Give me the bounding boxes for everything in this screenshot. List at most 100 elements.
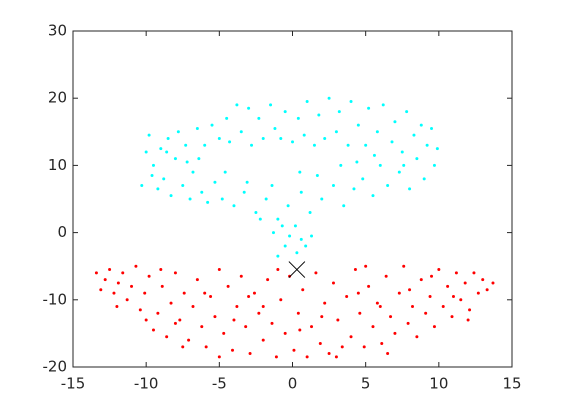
point — [384, 274, 388, 278]
point — [271, 231, 275, 235]
x-tick-label: 5 — [361, 375, 371, 393]
point — [279, 137, 283, 141]
point — [231, 348, 235, 352]
point — [336, 318, 340, 322]
point — [393, 120, 397, 124]
point — [334, 130, 338, 134]
point — [200, 190, 204, 194]
point — [242, 190, 246, 194]
point — [364, 264, 368, 268]
point — [481, 278, 485, 282]
point — [430, 126, 434, 130]
point — [257, 311, 261, 315]
point — [261, 305, 265, 309]
point — [99, 288, 103, 292]
point — [239, 274, 243, 278]
point — [331, 281, 335, 285]
point — [159, 268, 163, 272]
point — [254, 210, 258, 214]
point — [283, 244, 287, 248]
point — [349, 335, 353, 339]
point — [169, 194, 173, 198]
point — [261, 338, 265, 342]
point — [112, 291, 116, 295]
point — [371, 194, 375, 198]
point — [305, 355, 309, 359]
point — [364, 143, 368, 147]
point — [270, 184, 274, 188]
point — [151, 328, 155, 332]
point — [185, 160, 189, 164]
point — [320, 197, 324, 201]
point — [362, 345, 366, 349]
point — [195, 126, 199, 130]
point — [323, 301, 327, 305]
x-tick-label: 0 — [288, 375, 298, 393]
point — [412, 133, 416, 137]
point — [165, 335, 169, 339]
point — [191, 170, 195, 174]
point — [181, 184, 185, 188]
point — [353, 268, 357, 272]
point — [121, 271, 125, 275]
point — [151, 163, 155, 167]
point — [226, 284, 230, 288]
point — [169, 301, 173, 305]
point — [415, 335, 419, 339]
point — [286, 204, 290, 208]
point — [181, 345, 185, 349]
point — [371, 325, 375, 329]
point — [144, 318, 148, 322]
point — [156, 311, 160, 315]
point — [269, 103, 273, 107]
point — [393, 331, 397, 335]
point — [245, 180, 249, 184]
point — [352, 187, 356, 191]
point — [176, 130, 180, 134]
point — [217, 137, 221, 141]
point — [327, 96, 331, 100]
point — [424, 311, 428, 315]
point — [468, 308, 472, 312]
point — [334, 355, 338, 359]
point — [103, 278, 107, 282]
point — [318, 341, 322, 345]
x-tick-label: -15 — [61, 375, 86, 393]
y-tick-label: 0 — [57, 223, 67, 241]
point — [239, 130, 243, 134]
point — [299, 190, 303, 194]
point — [204, 345, 208, 349]
point — [178, 318, 182, 322]
y-tick-label: 10 — [48, 156, 67, 174]
point — [298, 328, 302, 332]
point — [165, 150, 169, 154]
point — [195, 278, 199, 282]
point — [378, 305, 382, 309]
point — [252, 291, 256, 295]
point — [320, 315, 324, 319]
point — [430, 274, 434, 278]
point — [125, 298, 129, 302]
point — [144, 150, 148, 154]
point — [349, 100, 353, 104]
y-tick-label: -10 — [43, 290, 68, 308]
point — [173, 321, 177, 325]
point — [274, 355, 278, 359]
point — [450, 315, 454, 319]
point — [419, 278, 423, 282]
point — [206, 200, 210, 204]
point — [147, 133, 151, 137]
point — [156, 187, 160, 191]
point — [466, 318, 470, 322]
x-tick-label: -5 — [212, 375, 227, 393]
point — [235, 305, 239, 309]
point — [116, 281, 120, 285]
point — [301, 288, 305, 292]
point — [308, 210, 312, 214]
point — [446, 284, 450, 288]
point — [342, 204, 346, 208]
point — [217, 355, 221, 359]
point — [276, 217, 280, 221]
x-tick-label: 15 — [502, 375, 521, 393]
point — [140, 184, 144, 188]
